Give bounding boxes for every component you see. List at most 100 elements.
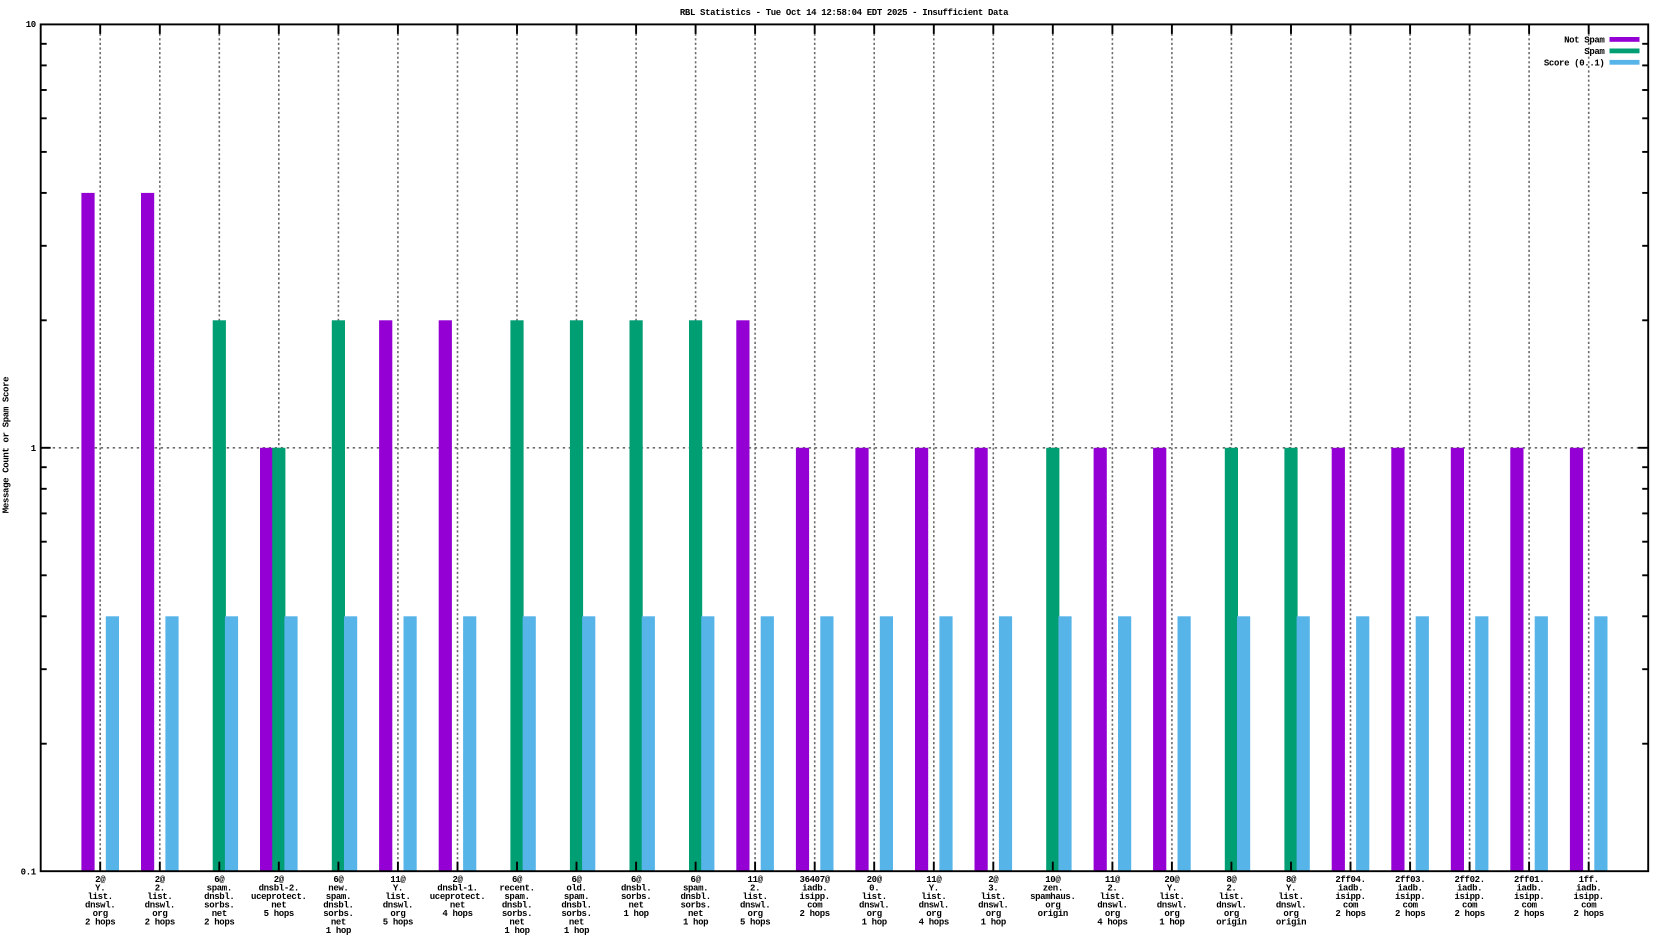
svg-text:zen.: zen. xyxy=(1043,884,1063,894)
svg-text:isipp.: isipp. xyxy=(1514,892,1544,902)
svg-text:3.: 3. xyxy=(988,884,998,894)
svg-text:11@: 11@ xyxy=(390,875,406,885)
svg-text:2.: 2. xyxy=(1107,884,1117,894)
svg-text:iadb.: iadb. xyxy=(1338,884,1363,894)
svg-text:isipp.: isipp. xyxy=(1574,892,1604,902)
svg-text:dnswl.: dnswl. xyxy=(383,901,413,911)
svg-text:2ff03.: 2ff03. xyxy=(1395,875,1425,885)
svg-text:net: net xyxy=(271,901,286,911)
svg-text:1 hop: 1 hop xyxy=(862,918,887,928)
svg-text:2ff04.: 2ff04. xyxy=(1335,875,1365,885)
svg-text:dnswl.: dnswl. xyxy=(1157,901,1187,911)
svg-text:org: org xyxy=(748,909,763,919)
svg-text:Not Spam: Not Spam xyxy=(1564,36,1605,46)
svg-text:list.: list. xyxy=(1278,892,1303,902)
svg-text:dnswl.: dnswl. xyxy=(85,901,115,911)
svg-text:11@: 11@ xyxy=(926,875,942,885)
svg-text:Y.: Y. xyxy=(1167,884,1177,894)
svg-text:6@: 6@ xyxy=(631,875,642,885)
svg-text:net: net xyxy=(688,909,703,919)
svg-text:dnsbl-1.: dnsbl-1. xyxy=(437,884,477,894)
svg-text:2.: 2. xyxy=(155,884,165,894)
svg-text:spam.: spam. xyxy=(564,892,589,902)
svg-text:2ff01.: 2ff01. xyxy=(1514,875,1544,885)
svg-text:36407@: 36407@ xyxy=(800,875,831,885)
svg-text:net: net xyxy=(629,901,644,911)
svg-text:sorbs.: sorbs. xyxy=(502,909,532,919)
svg-text:iadb.: iadb. xyxy=(1576,884,1601,894)
svg-text:6@: 6@ xyxy=(691,875,702,885)
svg-text:20@: 20@ xyxy=(867,875,883,885)
svg-text:dnswl.: dnswl. xyxy=(740,901,770,911)
svg-text:origin: origin xyxy=(1038,909,1068,919)
svg-text:6@: 6@ xyxy=(512,875,523,885)
svg-text:com: com xyxy=(807,901,823,911)
svg-text:dnsbl.: dnsbl. xyxy=(323,901,353,911)
svg-text:2 hops: 2 hops xyxy=(1514,909,1544,919)
svg-text:2@: 2@ xyxy=(452,875,463,885)
svg-text:11@: 11@ xyxy=(1105,875,1121,885)
svg-text:Y.: Y. xyxy=(1286,884,1296,894)
svg-text:1ff.: 1ff. xyxy=(1579,875,1599,885)
svg-text:10: 10 xyxy=(26,20,36,30)
svg-text:sorbs.: sorbs. xyxy=(323,909,353,919)
svg-text:0.1: 0.1 xyxy=(21,868,37,878)
svg-text:isipp.: isipp. xyxy=(1395,892,1425,902)
svg-text:iadb.: iadb. xyxy=(802,884,827,894)
svg-text:dnswl.: dnswl. xyxy=(978,901,1008,911)
svg-text:2ff02.: 2ff02. xyxy=(1454,875,1484,885)
svg-text:org: org xyxy=(1283,909,1298,919)
svg-text:2@: 2@ xyxy=(988,875,999,885)
svg-text:org: org xyxy=(986,909,1001,919)
svg-text:org: org xyxy=(93,909,108,919)
svg-text:sorbs.: sorbs. xyxy=(204,901,234,911)
svg-text:sorbs.: sorbs. xyxy=(621,892,651,902)
svg-text:dnswl.: dnswl. xyxy=(859,901,889,911)
svg-text:4 hops: 4 hops xyxy=(919,918,949,928)
svg-text:spam.: spam. xyxy=(504,892,529,902)
svg-text:0.: 0. xyxy=(869,884,879,894)
svg-text:2 hops: 2 hops xyxy=(1574,909,1604,919)
svg-text:1 hop: 1 hop xyxy=(504,926,529,936)
svg-text:Y.: Y. xyxy=(393,884,403,894)
svg-text:isipp.: isipp. xyxy=(1335,892,1365,902)
svg-text:com: com xyxy=(1522,901,1538,911)
svg-text:com: com xyxy=(1581,901,1597,911)
svg-text:org: org xyxy=(1224,909,1239,919)
svg-text:org: org xyxy=(1045,901,1060,911)
svg-text:1 hop: 1 hop xyxy=(564,926,589,936)
svg-text:2.: 2. xyxy=(750,884,760,894)
svg-text:dnsbl.: dnsbl. xyxy=(502,901,532,911)
svg-text:dnsbl.: dnsbl. xyxy=(561,901,591,911)
svg-text:dnsbl.: dnsbl. xyxy=(204,892,234,902)
svg-text:5 hops: 5 hops xyxy=(740,918,770,928)
svg-text:Y.: Y. xyxy=(929,884,939,894)
svg-text:spamhaus.: spamhaus. xyxy=(1030,892,1075,902)
svg-text:list.: list. xyxy=(742,892,767,902)
svg-text:iadb.: iadb. xyxy=(1516,884,1541,894)
svg-text:6@: 6@ xyxy=(333,875,344,885)
svg-text:com: com xyxy=(1343,901,1359,911)
svg-text:dnswl.: dnswl. xyxy=(1216,901,1246,911)
svg-text:2 hops: 2 hops xyxy=(85,918,115,928)
svg-text:6@: 6@ xyxy=(571,875,582,885)
svg-text:list.: list. xyxy=(147,892,172,902)
svg-text:dnswl.: dnswl. xyxy=(919,901,949,911)
svg-text:RBL Statistics - Tue Oct 14 12: RBL Statistics - Tue Oct 14 12:58:04 EDT… xyxy=(680,8,1009,18)
svg-text:uceprotect.: uceprotect. xyxy=(251,892,307,902)
svg-text:origin: origin xyxy=(1216,918,1246,928)
svg-text:11@: 11@ xyxy=(748,875,764,885)
svg-text:2@: 2@ xyxy=(274,875,285,885)
svg-text:com: com xyxy=(1462,901,1478,911)
svg-text:list.: list. xyxy=(88,892,113,902)
svg-text:spam.: spam. xyxy=(683,884,708,894)
svg-text:8@: 8@ xyxy=(1226,875,1237,885)
svg-text:20@: 20@ xyxy=(1164,875,1180,885)
svg-text:org: org xyxy=(867,909,882,919)
svg-text:5 hops: 5 hops xyxy=(383,918,413,928)
svg-text:2 hops: 2 hops xyxy=(1335,909,1365,919)
svg-text:net: net xyxy=(331,918,346,928)
svg-text:org: org xyxy=(1164,909,1179,919)
svg-text:list.: list. xyxy=(862,892,887,902)
svg-text:sorbs.: sorbs. xyxy=(680,901,710,911)
